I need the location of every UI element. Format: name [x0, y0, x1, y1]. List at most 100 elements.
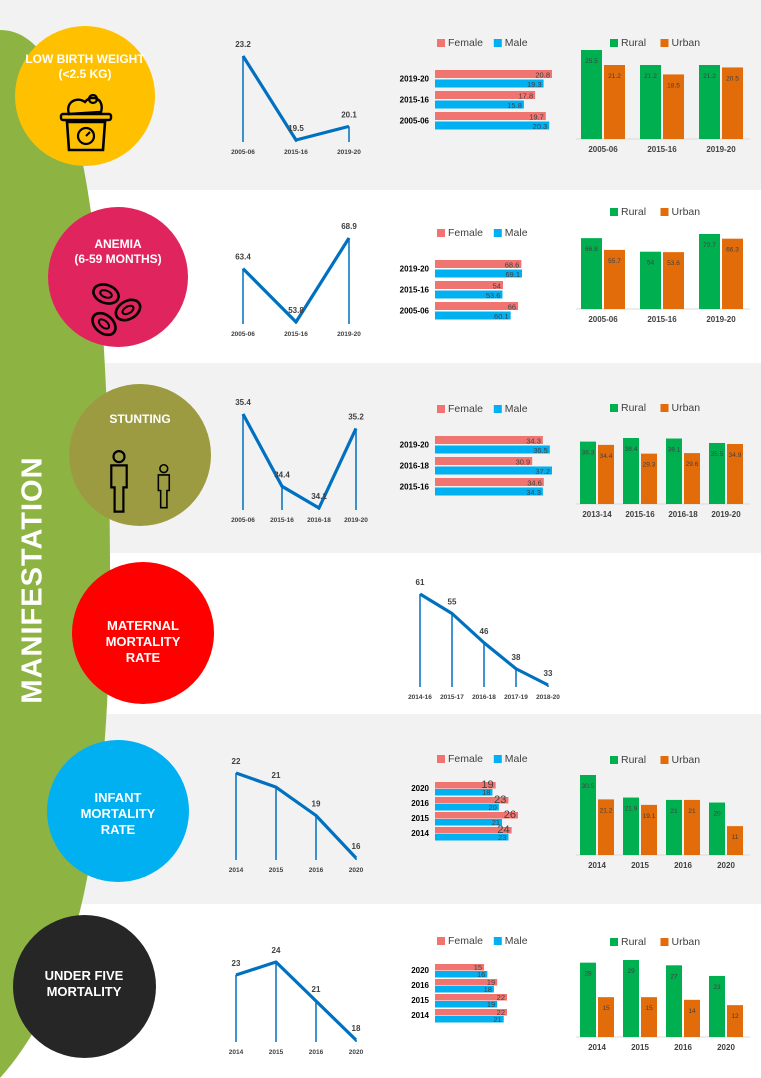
- data-label: 19.1: [643, 813, 656, 820]
- data-label: 18: [482, 788, 490, 797]
- tick-label: 2014: [229, 867, 244, 874]
- line-chart-stunting: 35.4 34.4 34.1 35.2 2005-06 2015-16 2016-18 201…: [231, 398, 368, 524]
- cell-core: [97, 318, 111, 330]
- bar-urban: [641, 453, 657, 504]
- data-label: 29.6: [686, 461, 699, 468]
- bar-urban: [604, 65, 625, 139]
- data-label: 55: [448, 598, 457, 607]
- tick-label: 2015: [631, 1043, 649, 1052]
- bar-female: [435, 1009, 507, 1016]
- bar-female: [435, 91, 536, 99]
- bar-urban: [684, 799, 700, 855]
- data-label: 15: [474, 963, 482, 972]
- legend-entry: Rural: [621, 402, 646, 414]
- indicator-label-line: INFANT: [94, 790, 142, 805]
- indicator-label-line: MORTALITY: [105, 634, 181, 649]
- legend-entry: Male: [505, 227, 528, 239]
- data-label: 34.3: [526, 437, 541, 446]
- bar-male: [435, 290, 503, 299]
- data-label: 60.1: [494, 312, 509, 321]
- data-label: 22: [497, 1008, 505, 1017]
- bar-male: [435, 789, 493, 796]
- legend-swatch: [610, 756, 618, 764]
- tick-label: 2005-06: [588, 145, 618, 154]
- legend-swatch: [437, 755, 445, 763]
- data-label: 15.8: [507, 101, 522, 110]
- indicator-label-imr: INFANT MORTALITY RATE: [43, 790, 193, 838]
- legend-swatch: [610, 208, 618, 216]
- data-label: 34.4: [274, 470, 290, 479]
- tick-label: 2020: [349, 867, 364, 874]
- bar-male: [435, 971, 488, 978]
- legend-entry: Rural: [621, 936, 646, 948]
- bar-female: [435, 994, 507, 1001]
- category-label: 2015-16: [400, 286, 430, 295]
- tick-label: 2018-20: [536, 694, 560, 701]
- legend-entry: Urban: [672, 754, 701, 766]
- cell-core: [121, 304, 135, 316]
- baby-head: [87, 93, 99, 105]
- tick-label: 2015: [269, 867, 284, 874]
- scale-needle: [85, 131, 91, 137]
- bar-female: [435, 112, 546, 120]
- bar-urban: [641, 997, 657, 1037]
- tick-label: 2020: [717, 861, 735, 870]
- indicator-circle-lbw: [15, 26, 155, 166]
- data-label: 30.5: [582, 783, 595, 790]
- series-line: [241, 55, 350, 142]
- bar-urban: [641, 804, 657, 855]
- category-label: 2020: [411, 966, 429, 975]
- bar-urban: [727, 1005, 743, 1037]
- category-label: 2015-16: [400, 96, 430, 105]
- indicator-label-line: ANEMIA: [94, 237, 142, 251]
- indicator-label-anemia: ANEMIA (6-59 MONTHS): [43, 237, 193, 267]
- data-label: 21.2: [608, 73, 621, 80]
- tick-label: 2020: [349, 1049, 364, 1056]
- category-label: 2016: [411, 799, 429, 808]
- vbar-chart-lbw: Rural Urban 25.5 21.2 2005-06 21.2 18.5 2015-16…: [576, 37, 750, 154]
- data-label: 68.6: [505, 261, 520, 270]
- legend-entry: Male: [505, 37, 528, 49]
- legend-swatch: [437, 39, 445, 47]
- indicator-label-line: (<2.5 KG): [58, 67, 112, 81]
- data-label: 19.5: [288, 124, 304, 133]
- indicator-label-line: UNDER FIVE: [44, 968, 124, 983]
- bar-rural: [640, 251, 661, 309]
- legend-swatch: [660, 756, 669, 764]
- person-head: [112, 450, 126, 464]
- data-label: 24: [272, 946, 281, 955]
- data-label: 21: [492, 818, 500, 827]
- child-figure: [157, 464, 171, 509]
- indicator-label-u5: UNDER FIVE MORTALITY: [9, 968, 159, 1000]
- legend-swatch: [660, 208, 669, 216]
- tick-label: 2016: [309, 1049, 324, 1056]
- data-label: 21.2: [703, 73, 716, 80]
- indicator-label-line: RATE: [100, 822, 136, 837]
- data-label: 19: [487, 978, 495, 987]
- legend-entry: Male: [505, 403, 528, 415]
- data-label: 28: [584, 971, 592, 978]
- tick-label: 2015-16: [625, 510, 655, 519]
- data-label: 22: [497, 993, 505, 1002]
- data-label: 19.3: [527, 80, 542, 89]
- bar-male: [435, 1016, 504, 1023]
- bar-urban: [663, 252, 684, 309]
- indicator-label-line: STUNTING: [109, 412, 171, 426]
- data-label: 21.2: [644, 73, 657, 80]
- bar-female: [435, 436, 543, 444]
- data-label: 19: [481, 779, 493, 791]
- legend-swatch: [493, 755, 502, 763]
- data-label: 21: [493, 1015, 501, 1024]
- category-label: 2005-06: [400, 117, 430, 126]
- data-label: 35.5: [711, 451, 724, 458]
- data-label: 34.4: [600, 453, 613, 460]
- data-label: 53.8: [288, 306, 304, 315]
- bar-rural: [709, 442, 725, 504]
- data-label: 19.7: [529, 113, 544, 122]
- legend-entry: Rural: [621, 37, 646, 49]
- data-label: 20: [489, 803, 497, 812]
- data-label: 21: [272, 771, 281, 780]
- bar-urban: [684, 453, 700, 504]
